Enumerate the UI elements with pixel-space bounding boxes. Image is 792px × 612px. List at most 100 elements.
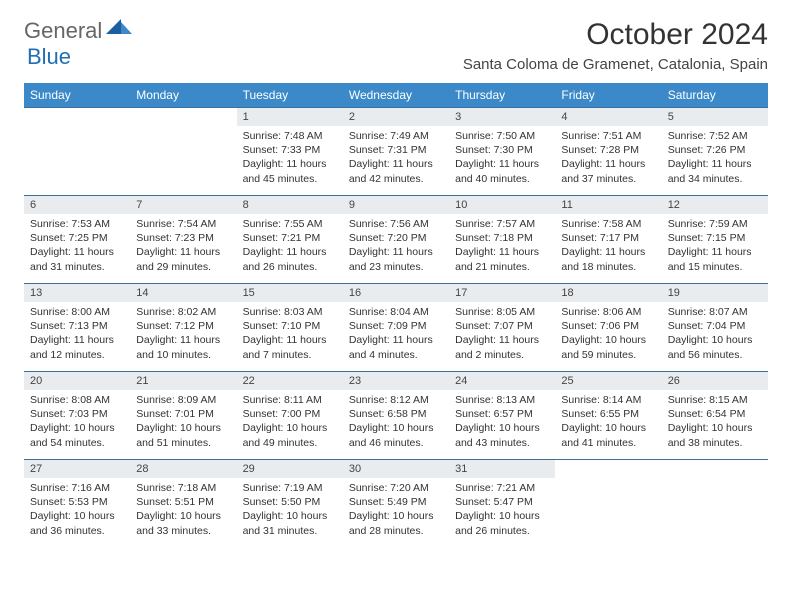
sunrise-text: Sunrise: 8:14 AM (561, 393, 655, 407)
sunset-text: Sunset: 7:31 PM (349, 143, 443, 157)
sunset-text: Sunset: 7:07 PM (455, 319, 549, 333)
day-detail: Sunrise: 8:08 AMSunset: 7:03 PMDaylight:… (24, 390, 130, 456)
daylight-text: Daylight: 11 hours and 37 minutes. (561, 157, 655, 185)
daylight-text: Daylight: 10 hours and 26 minutes. (455, 509, 549, 537)
day-number: 9 (343, 196, 449, 214)
calendar-day-cell: 17Sunrise: 8:05 AMSunset: 7:07 PMDayligh… (449, 284, 555, 372)
logo-text-general: General (24, 18, 102, 44)
day-number: 24 (449, 372, 555, 390)
day-number: 20 (24, 372, 130, 390)
sunset-text: Sunset: 6:55 PM (561, 407, 655, 421)
calendar-day-cell: 2Sunrise: 7:49 AMSunset: 7:31 PMDaylight… (343, 108, 449, 196)
sunset-text: Sunset: 7:12 PM (136, 319, 230, 333)
calendar-day-cell: 30Sunrise: 7:20 AMSunset: 5:49 PMDayligh… (343, 460, 449, 548)
day-number: 2 (343, 108, 449, 126)
sunrise-text: Sunrise: 7:51 AM (561, 129, 655, 143)
day-detail: Sunrise: 8:13 AMSunset: 6:57 PMDaylight:… (449, 390, 555, 456)
daylight-text: Daylight: 11 hours and 2 minutes. (455, 333, 549, 361)
day-detail: Sunrise: 7:56 AMSunset: 7:20 PMDaylight:… (343, 214, 449, 280)
day-detail: Sunrise: 7:52 AMSunset: 7:26 PMDaylight:… (662, 126, 768, 192)
sunset-text: Sunset: 5:47 PM (455, 495, 549, 509)
sunrise-text: Sunrise: 7:19 AM (243, 481, 337, 495)
daylight-text: Daylight: 11 hours and 12 minutes. (30, 333, 124, 361)
sunrise-text: Sunrise: 7:49 AM (349, 129, 443, 143)
day-number: 22 (237, 372, 343, 390)
header: General October 2024 Santa Coloma de Gra… (24, 18, 768, 73)
weekday-header: Wednesday (343, 83, 449, 108)
weekday-header: Friday (555, 83, 661, 108)
day-number: 18 (555, 284, 661, 302)
day-detail: Sunrise: 7:18 AMSunset: 5:51 PMDaylight:… (130, 478, 236, 544)
day-detail: Sunrise: 8:14 AMSunset: 6:55 PMDaylight:… (555, 390, 661, 456)
sunrise-text: Sunrise: 8:07 AM (668, 305, 762, 319)
sunset-text: Sunset: 6:54 PM (668, 407, 762, 421)
day-number: 21 (130, 372, 236, 390)
calendar-week-row: 27 Sunrise: 7:16 AMSunset: 5:53 PM Dayligh… (24, 460, 768, 548)
day-detail: Sunrise: 7:51 AMSunset: 7:28 PMDaylight:… (555, 126, 661, 192)
calendar-day-cell: 28Sunrise: 7:18 AMSunset: 5:51 PMDayligh… (130, 460, 236, 548)
calendar-day-cell: 16Sunrise: 8:04 AMSunset: 7:09 PMDayligh… (343, 284, 449, 372)
day-number: 6 (24, 196, 130, 214)
calendar-day-cell: 31Sunrise: 7:21 AMSunset: 5:47 PMDayligh… (449, 460, 555, 548)
daylight-text: Daylight: 11 hours and 23 minutes. (349, 245, 443, 273)
sunrise-text: Sunrise: 7:55 AM (243, 217, 337, 231)
calendar-day-cell: 23Sunrise: 8:12 AMSunset: 6:58 PMDayligh… (343, 372, 449, 460)
day-number: 15 (237, 284, 343, 302)
calendar-day-cell: 21Sunrise: 8:09 AMSunset: 7:01 PMDayligh… (130, 372, 236, 460)
day-number: 12 (662, 196, 768, 214)
day-detail: Sunrise: 7:19 AMSunset: 5:50 PMDaylight:… (237, 478, 343, 544)
daylight-text: Daylight: 11 hours and 29 minutes. (136, 245, 230, 273)
sunset-text: Sunset: 7:20 PM (349, 231, 443, 245)
sunrise-text: Sunrise: 7:16 AM (30, 481, 124, 495)
day-detail: Sunrise: 8:15 AMSunset: 6:54 PMDaylight:… (662, 390, 768, 456)
calendar-day-cell: 22Sunrise: 8:11 AMSunset: 7:00 PMDayligh… (237, 372, 343, 460)
day-detail (555, 466, 661, 475)
sunset-text: Sunset: 7:03 PM (30, 407, 124, 421)
sunset-text: Sunset: 5:51 PM (136, 495, 230, 509)
calendar-day-cell: 8Sunrise: 7:55 AMSunset: 7:21 PMDaylight… (237, 196, 343, 284)
sunrise-text: Sunrise: 8:04 AM (349, 305, 443, 319)
daylight-text: Daylight: 11 hours and 4 minutes. (349, 333, 443, 361)
daylight-text: Daylight: 11 hours and 42 minutes. (349, 157, 443, 185)
sunset-text: Sunset: 5:53 PM (30, 495, 124, 509)
sunset-text: Sunset: 7:33 PM (243, 143, 337, 157)
daylight-text: Daylight: 11 hours and 31 minutes. (30, 245, 124, 273)
day-number: 27 (24, 460, 130, 478)
sunset-text: Sunset: 7:25 PM (30, 231, 124, 245)
sunset-text: Sunset: 7:30 PM (455, 143, 549, 157)
calendar-day-cell: 27Sunrise: 7:16 AMSunset: 5:53 PMDayligh… (24, 460, 130, 548)
day-number: 23 (343, 372, 449, 390)
daylight-text: Daylight: 11 hours and 7 minutes. (243, 333, 337, 361)
day-number: 17 (449, 284, 555, 302)
calendar-day-cell: 4Sunrise: 7:51 AMSunset: 7:28 PMDaylight… (555, 108, 661, 196)
calendar-day-cell (24, 108, 130, 196)
sunset-text: Sunset: 7:00 PM (243, 407, 337, 421)
day-detail: Sunrise: 8:04 AMSunset: 7:09 PMDaylight:… (343, 302, 449, 368)
calendar-day-cell: 24Sunrise: 8:13 AMSunset: 6:57 PMDayligh… (449, 372, 555, 460)
calendar-table: Sunday Monday Tuesday Wednesday Thursday… (24, 83, 768, 548)
sunrise-text: Sunrise: 8:15 AM (668, 393, 762, 407)
logo-text-blue: Blue (27, 44, 71, 70)
daylight-text: Daylight: 11 hours and 15 minutes. (668, 245, 762, 273)
daylight-text: Daylight: 11 hours and 21 minutes. (455, 245, 549, 273)
day-number: 10 (449, 196, 555, 214)
day-number: 31 (449, 460, 555, 478)
daylight-text: Daylight: 10 hours and 59 minutes. (561, 333, 655, 361)
calendar-day-cell: 26Sunrise: 8:15 AMSunset: 6:54 PMDayligh… (662, 372, 768, 460)
day-detail: Sunrise: 7:49 AMSunset: 7:31 PMDaylight:… (343, 126, 449, 192)
calendar-day-cell: 14Sunrise: 8:02 AMSunset: 7:12 PMDayligh… (130, 284, 236, 372)
day-detail: Sunrise: 7:55 AMSunset: 7:21 PMDaylight:… (237, 214, 343, 280)
day-detail: Sunrise: 8:00 AMSunset: 7:13 PMDaylight:… (24, 302, 130, 368)
calendar-day-cell: 3Sunrise: 7:50 AMSunset: 7:30 PMDaylight… (449, 108, 555, 196)
day-number: 29 (237, 460, 343, 478)
daylight-text: Daylight: 10 hours and 43 minutes. (455, 421, 549, 449)
day-number: 4 (555, 108, 661, 126)
daylight-text: Daylight: 10 hours and 46 minutes. (349, 421, 443, 449)
calendar-day-cell (130, 108, 236, 196)
calendar-day-cell (662, 460, 768, 548)
day-detail: Sunrise: 7:59 AMSunset: 7:15 PMDaylight:… (662, 214, 768, 280)
daylight-text: Daylight: 10 hours and 54 minutes. (30, 421, 124, 449)
sunrise-text: Sunrise: 8:00 AM (30, 305, 124, 319)
sunrise-text: Sunrise: 7:53 AM (30, 217, 124, 231)
day-number: 8 (237, 196, 343, 214)
